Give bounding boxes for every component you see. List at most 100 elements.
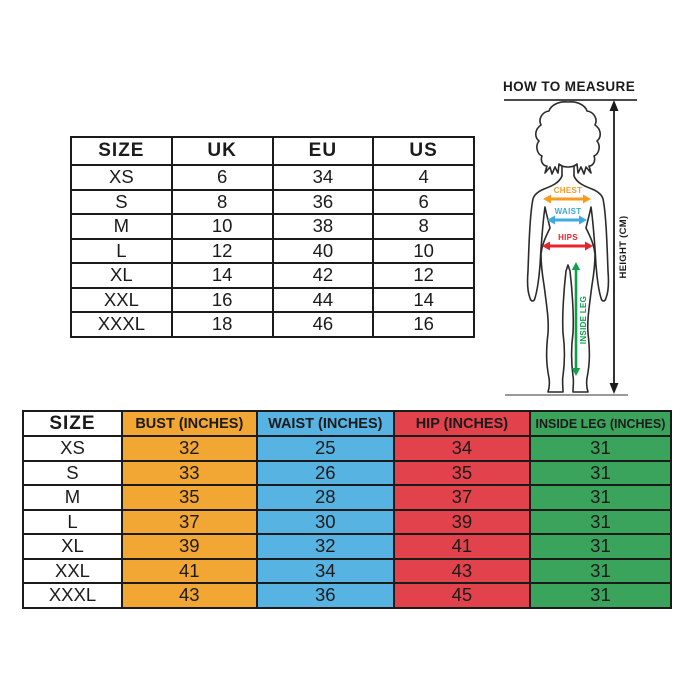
value-cell: 31 <box>528 484 673 511</box>
value-cell: 31 <box>528 582 673 609</box>
table-row: XL 14 42 12 <box>70 262 475 289</box>
size-cell: XXXL <box>22 582 123 609</box>
value-cell: 34 <box>255 557 395 584</box>
size-cell: XL <box>70 262 173 289</box>
value-cell: 46 <box>271 311 375 338</box>
inside-leg-label: INSIDE LEG <box>579 296 588 344</box>
size-cell: L <box>70 237 173 264</box>
body-measurements-table-container: SIZE BUST (INCHES) WAIST (INCHES) HIP (INCH… <box>22 410 673 609</box>
value-cell: 39 <box>120 533 258 560</box>
size-cell: L <box>22 508 123 535</box>
table-row: XXL 16 44 14 <box>70 286 475 313</box>
size-cell: S <box>22 459 123 486</box>
chest-arrow <box>543 194 591 204</box>
value-cell: 39 <box>392 508 531 535</box>
value-cell: 14 <box>170 262 274 289</box>
table-row: S 33 26 35 31 <box>22 459 673 486</box>
hips-label: HIPS <box>558 233 578 242</box>
table-row: XL 39 32 41 31 <box>22 533 673 560</box>
column-header: UK <box>170 136 274 166</box>
size-cell: S <box>70 188 173 215</box>
how-to-measure-panel: HOW TO MEASURE CHEST WAIST HIPS <box>497 79 645 401</box>
value-cell: 37 <box>392 484 531 511</box>
column-header: EU <box>271 136 375 166</box>
value-cell: 35 <box>120 484 258 511</box>
chest-label: CHEST <box>554 186 583 195</box>
size-cell: XL <box>22 533 123 560</box>
size-conversion-table-container: SIZE UK EU US XS 6 34 4 S 8 36 6 M 10 38 8 L 12 40 10 XL 14 42… <box>70 136 475 338</box>
table-row: M 10 38 8 <box>70 213 475 240</box>
size-cell: XS <box>22 435 123 462</box>
body-measurements-table: SIZE BUST (INCHES) WAIST (INCHES) HIP (INCH… <box>22 410 673 609</box>
value-cell: 8 <box>372 213 475 240</box>
value-cell: 28 <box>255 484 395 511</box>
column-header: HIP (INCHES) <box>392 410 531 437</box>
how-to-measure-title: HOW TO MEASURE <box>503 79 636 94</box>
value-cell: 42 <box>271 262 375 289</box>
value-cell: 36 <box>255 582 395 609</box>
table-row: XXXL 18 46 16 <box>70 311 475 338</box>
height-label: HEIGHT (CM) <box>618 216 629 279</box>
size-cell: XXXL <box>70 311 173 338</box>
value-cell: 8 <box>170 188 274 215</box>
header-row: SIZE BUST (INCHES) WAIST (INCHES) HIP (INCH… <box>22 410 673 437</box>
value-cell: 30 <box>255 508 395 535</box>
value-cell: 34 <box>271 164 375 191</box>
value-cell: 12 <box>170 237 274 264</box>
value-cell: 10 <box>170 213 274 240</box>
value-cell: 32 <box>255 533 395 560</box>
value-cell: 31 <box>528 557 673 584</box>
waist-arrow <box>547 215 587 225</box>
height-arrow <box>609 100 619 394</box>
value-cell: 26 <box>255 459 395 486</box>
value-cell: 18 <box>170 311 274 338</box>
body-outline <box>526 175 610 393</box>
size-cell: M <box>70 213 173 240</box>
size-cell: XXL <box>70 286 173 313</box>
value-cell: 43 <box>120 582 258 609</box>
value-cell: 12 <box>372 262 475 289</box>
value-cell: 14 <box>372 286 475 313</box>
body-measurement-figure: CHEST WAIST HIPS INSIDE LEG HEIGHT ( <box>505 100 629 396</box>
column-header: INSIDE LEG (INCHES) <box>528 410 673 437</box>
waist-label: WAIST <box>555 207 582 216</box>
header-row: SIZE UK EU US <box>70 136 475 166</box>
value-cell: 45 <box>392 582 531 609</box>
value-cell: 16 <box>372 311 475 338</box>
value-cell: 37 <box>120 508 258 535</box>
value-cell: 33 <box>120 459 258 486</box>
value-cell: 41 <box>392 533 531 560</box>
column-header: WAIST (INCHES) <box>255 410 395 437</box>
table-row: XS 32 25 34 31 <box>22 435 673 462</box>
size-conversion-table: SIZE UK EU US XS 6 34 4 S 8 36 6 M 10 38 8 L 12 40 10 XL 14 42… <box>70 136 475 338</box>
table-row: S 8 36 6 <box>70 188 475 215</box>
column-header: SIZE <box>70 136 173 166</box>
title-underline <box>504 99 637 101</box>
column-header: US <box>372 136 475 166</box>
value-cell: 31 <box>528 533 673 560</box>
value-cell: 31 <box>528 508 673 535</box>
value-cell: 10 <box>372 237 475 264</box>
value-cell: 40 <box>271 237 375 264</box>
table-row: XS 6 34 4 <box>70 164 475 191</box>
value-cell: 6 <box>170 164 274 191</box>
table-row: M 35 28 37 31 <box>22 484 673 511</box>
value-cell: 4 <box>372 164 475 191</box>
value-cell: 25 <box>255 435 395 462</box>
value-cell: 31 <box>528 435 673 462</box>
hair-outline <box>535 101 601 175</box>
size-cell: XS <box>70 164 173 191</box>
size-cell: M <box>22 484 123 511</box>
value-cell: 41 <box>120 557 258 584</box>
value-cell: 36 <box>271 188 375 215</box>
table-row: XXXL 43 36 45 31 <box>22 582 673 609</box>
table-row: L 37 30 39 31 <box>22 508 673 535</box>
column-header: SIZE <box>22 410 123 437</box>
value-cell: 38 <box>271 213 375 240</box>
value-cell: 16 <box>170 286 274 313</box>
inside-leg-arrow <box>571 262 581 376</box>
value-cell: 34 <box>392 435 531 462</box>
value-cell: 35 <box>392 459 531 486</box>
column-header: BUST (INCHES) <box>120 410 258 437</box>
table-row: L 12 40 10 <box>70 237 475 264</box>
